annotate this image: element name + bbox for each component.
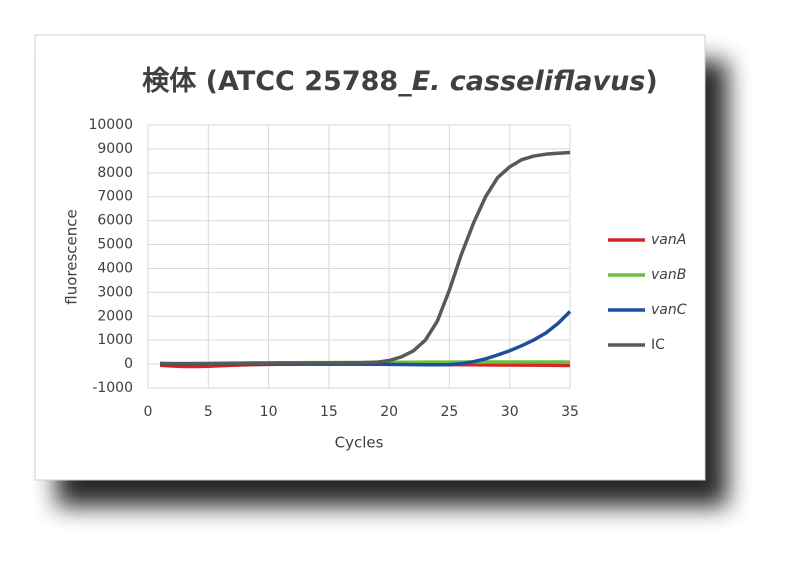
y-tick-label: 9000 (97, 141, 133, 157)
y-tick-label: 4000 (97, 260, 133, 276)
x-tick-label: 15 (320, 404, 338, 420)
y-tick-label: 2000 (97, 308, 133, 324)
y-tick-label: 6000 (97, 213, 133, 229)
x-tick-label: 30 (501, 404, 519, 420)
y-tick-label: 8000 (97, 165, 133, 181)
y-tick-label: 10000 (88, 117, 133, 133)
y-tick-label: 7000 (97, 189, 133, 205)
chart-title: 検体 (ATCC 25788_E. casseliflavus) (142, 66, 657, 97)
legend-label: IC (651, 337, 665, 353)
y-tick-label: 0 (124, 356, 133, 372)
x-axis-label: Cycles (335, 434, 384, 452)
title-part: E. casseliflavus (412, 66, 646, 97)
x-tick-label: 10 (260, 404, 278, 420)
x-tick-label: 5 (204, 404, 213, 420)
legend-label: vanB (651, 267, 686, 283)
y-tick-label: 1000 (97, 332, 133, 348)
y-tick-label: 5000 (97, 237, 133, 253)
y-axis-label: fluorescence (63, 209, 81, 304)
title-part: ) (645, 66, 657, 97)
x-tick-label: 0 (144, 404, 153, 420)
chart-card (34, 34, 706, 481)
y-tick-label: -1000 (92, 380, 133, 396)
legend-label: vanA (651, 232, 686, 248)
title-part: 検体 (ATCC 25788_ (142, 66, 412, 97)
legend-label: vanC (651, 302, 687, 318)
x-tick-label: 25 (441, 404, 459, 420)
x-tick-label: 35 (561, 404, 579, 420)
series-line (160, 150, 571, 366)
y-tick-label: 3000 (97, 284, 133, 300)
x-tick-label: 20 (380, 404, 398, 420)
